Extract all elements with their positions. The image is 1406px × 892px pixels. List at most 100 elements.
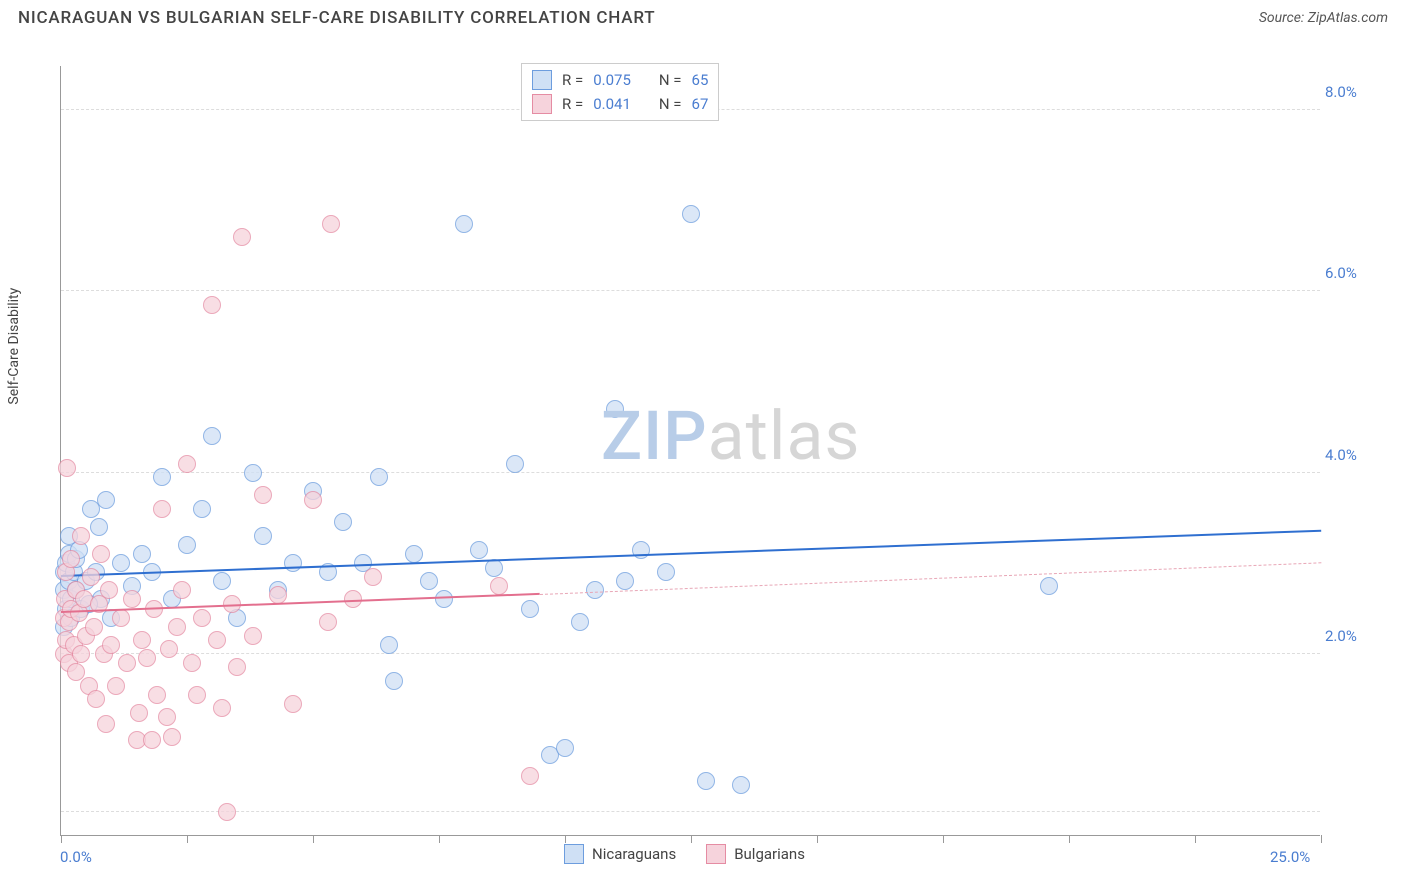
scatter-point-nicaraguans [506, 455, 524, 473]
scatter-point-bulgarians [163, 728, 181, 746]
n-label: N = [659, 95, 682, 113]
x-tick [1195, 835, 1196, 843]
scatter-point-bulgarians [153, 500, 171, 518]
legend-item: Nicaraguans [564, 844, 676, 864]
r-label: R = [562, 71, 583, 89]
scatter-point-nicaraguans [97, 491, 115, 509]
scatter-point-bulgarians [364, 568, 382, 586]
scatter-point-nicaraguans [112, 554, 130, 572]
scatter-point-bulgarians [148, 686, 166, 704]
scatter-point-bulgarians [87, 690, 105, 708]
scatter-point-nicaraguans [385, 672, 403, 690]
scatter-point-nicaraguans [254, 527, 272, 545]
scatter-point-bulgarians [213, 699, 231, 717]
scatter-point-nicaraguans [556, 739, 574, 757]
x-tick [439, 835, 440, 843]
n-value: 65 [692, 71, 709, 89]
scatter-point-bulgarians [269, 586, 287, 604]
scatter-point-bulgarians [82, 568, 100, 586]
legend-swatch [532, 70, 552, 90]
legend-label: Nicaraguans [592, 845, 676, 863]
scatter-point-bulgarians [188, 686, 206, 704]
scatter-point-nicaraguans [244, 464, 262, 482]
scatter-point-bulgarians [193, 609, 211, 627]
scatter-point-nicaraguans [133, 545, 151, 563]
y-tick-label: 8.0% [1325, 83, 1380, 101]
scatter-point-bulgarians [123, 590, 141, 608]
scatter-point-nicaraguans [380, 636, 398, 654]
scatter-point-nicaraguans [616, 572, 634, 590]
scatter-point-nicaraguans [1040, 577, 1058, 595]
series-legend: Nicaraguans Bulgarians [564, 844, 805, 864]
scatter-point-nicaraguans [697, 772, 715, 790]
scatter-point-nicaraguans [682, 205, 700, 223]
scatter-point-nicaraguans [405, 545, 423, 563]
scatter-point-bulgarians [160, 640, 178, 658]
source-name: ZipAtlas.com [1308, 10, 1388, 26]
scatter-point-bulgarians [72, 527, 90, 545]
x-axis-origin-label: 0.0% [60, 848, 92, 866]
source-prefix: Source: [1259, 10, 1308, 26]
scatter-point-nicaraguans [284, 554, 302, 572]
scatter-point-bulgarians [228, 658, 246, 676]
r-value: 0.041 [593, 95, 631, 113]
scatter-point-bulgarians [490, 577, 508, 595]
scatter-point-nicaraguans [420, 572, 438, 590]
legend-item: Bulgarians [706, 844, 805, 864]
chart-header: NICARAGUAN VS BULGARIAN SELF-CARE DISABI… [0, 0, 1406, 36]
scatter-point-nicaraguans [586, 581, 604, 599]
y-tick-label: 6.0% [1325, 264, 1380, 282]
scatter-point-bulgarians [319, 613, 337, 631]
source-attribution: Source: ZipAtlas.com [1259, 10, 1388, 26]
scatter-point-bulgarians [130, 704, 148, 722]
scatter-point-bulgarians [118, 654, 136, 672]
scatter-point-bulgarians [158, 708, 176, 726]
chart-container: Self-Care Disability ZIPatlas R =0.075N … [18, 40, 1388, 886]
scatter-point-bulgarians [138, 649, 156, 667]
legend-row: R =0.041N =67 [532, 92, 708, 116]
scatter-point-bulgarians [62, 550, 80, 568]
legend-swatch [564, 844, 584, 864]
scatter-point-bulgarians [208, 631, 226, 649]
scatter-point-bulgarians [244, 627, 262, 645]
scatter-point-bulgarians [218, 803, 236, 821]
x-tick [1069, 835, 1070, 843]
scatter-point-bulgarians [92, 545, 110, 563]
scatter-point-nicaraguans [153, 468, 171, 486]
scatter-point-bulgarians [102, 636, 120, 654]
x-tick [817, 835, 818, 843]
scatter-point-bulgarians [178, 455, 196, 473]
scatter-point-bulgarians [72, 645, 90, 663]
scatter-point-bulgarians [112, 609, 130, 627]
r-value: 0.075 [593, 71, 631, 89]
x-tick [313, 835, 314, 843]
n-label: N = [659, 71, 682, 89]
scatter-point-nicaraguans [213, 572, 231, 590]
x-tick [61, 835, 62, 843]
scatter-point-nicaraguans [178, 536, 196, 554]
r-label: R = [562, 95, 583, 113]
scatter-point-nicaraguans [455, 215, 473, 233]
scatter-point-nicaraguans [370, 468, 388, 486]
legend-row: R = 0.075 N = 65 [532, 68, 708, 92]
correlation-legend: R =0.075N =65R =0.041N =67 [521, 63, 719, 121]
scatter-point-bulgarians [107, 677, 125, 695]
x-tick [187, 835, 188, 843]
legend-swatch [532, 94, 552, 114]
scatter-point-bulgarians [322, 215, 340, 233]
x-axis-max-label: 25.0% [1270, 848, 1310, 866]
scatter-point-nicaraguans [470, 541, 488, 559]
scatter-point-nicaraguans [732, 776, 750, 794]
scatter-point-bulgarians [173, 581, 191, 599]
scatter-point-bulgarians [133, 631, 151, 649]
gridline [61, 653, 1320, 654]
scatter-point-bulgarians [85, 618, 103, 636]
legend-label: Bulgarians [734, 845, 805, 863]
x-tick [565, 835, 566, 843]
scatter-point-nicaraguans [571, 613, 589, 631]
scatter-point-nicaraguans [203, 427, 221, 445]
scatter-point-bulgarians [521, 767, 539, 785]
scatter-point-nicaraguans [521, 600, 539, 618]
scatter-point-bulgarians [58, 459, 76, 477]
scatter-point-bulgarians [168, 618, 186, 636]
